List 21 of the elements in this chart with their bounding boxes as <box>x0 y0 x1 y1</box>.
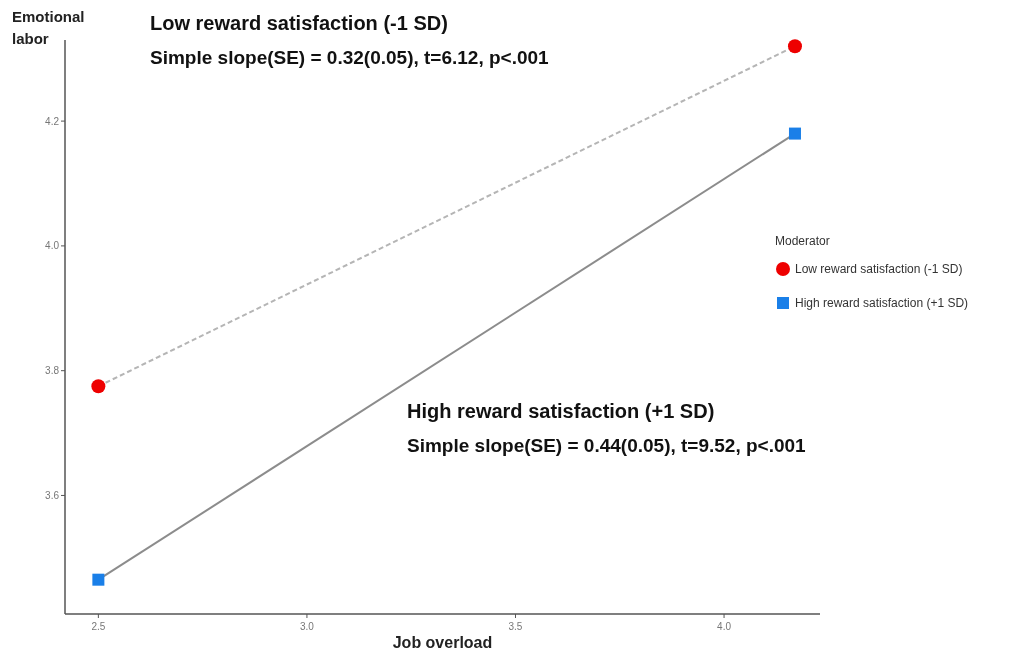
annotation: Simple slope(SE) = 0.44(0.05), t=9.52, p<.001 <box>407 435 807 456</box>
annotation: Simple slope(SE) = 0.32(0.05), t=6.12, p<.001 <box>150 47 550 68</box>
point <box>92 573 105 586</box>
x-tick-label: 4.0 <box>717 621 732 632</box>
y-tick-label: 3.6 <box>45 489 60 501</box>
annotation: High reward satisfaction (+1 SD) <box>407 400 715 422</box>
y-tick-label: 3.8 <box>45 365 60 377</box>
point <box>91 379 106 394</box>
x-tick-label: 3.5 <box>508 621 523 632</box>
legend-label: High reward satisfaction (+1 SD) <box>795 296 969 311</box>
x-axis-title: Job overload <box>392 634 493 651</box>
y-tick-label: 4.0 <box>45 240 60 252</box>
y-tick-label: 4.2 <box>45 115 60 127</box>
y-axis-title: Emotional labor <box>12 8 85 47</box>
legend-title: Moderator <box>775 234 830 248</box>
x-tick-label: 2.5 <box>91 621 106 632</box>
point <box>787 39 802 54</box>
x-tick-label: 3.0 <box>299 621 315 632</box>
legend-label: Low reward satisfaction (-1 SD) <box>795 262 963 277</box>
point <box>788 127 801 140</box>
text: Low reward satisfaction (-1 SD) <box>150 12 448 34</box>
